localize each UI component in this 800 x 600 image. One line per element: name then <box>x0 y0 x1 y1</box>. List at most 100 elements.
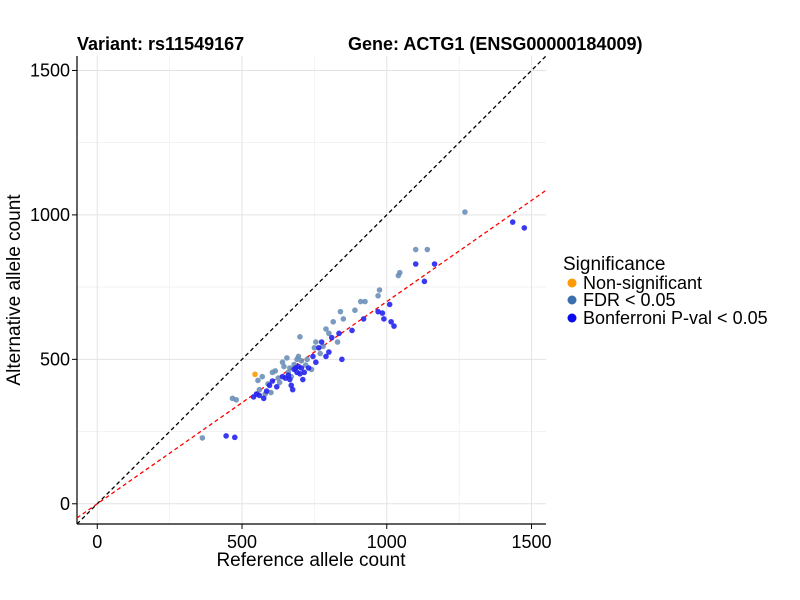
data-point <box>330 318 337 325</box>
data-points <box>199 209 528 441</box>
data-point <box>424 246 431 253</box>
data-point <box>317 350 323 357</box>
data-point <box>311 344 318 351</box>
grid <box>77 56 546 524</box>
data-point <box>357 298 364 305</box>
data-point <box>421 278 428 285</box>
data-point <box>266 382 273 389</box>
data-point <box>256 392 263 399</box>
y-tick-label: 500 <box>40 349 70 369</box>
data-point <box>362 298 368 305</box>
x-axis-label: Reference allele count <box>216 550 406 571</box>
data-point <box>328 334 335 341</box>
data-point <box>313 339 319 345</box>
data-point <box>223 433 229 439</box>
data-point <box>315 344 322 351</box>
data-point <box>340 316 347 322</box>
data-point <box>231 434 238 441</box>
legend-label-bonferroni: Bonferroni P-val < 0.05 <box>583 308 768 328</box>
data-point <box>305 365 312 371</box>
data-point <box>286 365 293 371</box>
data-point <box>260 395 267 402</box>
data-point <box>285 372 292 379</box>
data-point <box>304 356 310 363</box>
data-point <box>279 359 286 366</box>
data-point <box>275 375 282 381</box>
data-point <box>313 359 319 366</box>
y-tick-label: 0 <box>60 494 70 514</box>
data-point <box>521 225 528 231</box>
data-point <box>323 353 329 360</box>
data-point <box>336 330 342 337</box>
data-point <box>352 307 358 314</box>
data-point <box>337 308 344 315</box>
data-point <box>412 261 419 267</box>
y-tick-label: 1500 <box>30 60 70 80</box>
legend-title: Significance <box>563 254 665 275</box>
y-axis-label: Alternative allele count <box>4 194 25 386</box>
data-point <box>269 378 276 384</box>
data-point <box>379 310 386 316</box>
data-point <box>386 301 393 308</box>
data-point <box>286 376 293 383</box>
reference-line-fit <box>76 189 547 519</box>
data-point <box>259 373 266 380</box>
legend-swatch-bonferroni <box>567 313 577 323</box>
data-point <box>334 339 341 345</box>
data-point <box>272 368 279 374</box>
data-point <box>256 386 263 393</box>
data-point <box>295 353 302 360</box>
data-point <box>375 292 381 299</box>
data-point <box>288 382 295 389</box>
legend-swatch-non-significant <box>567 278 577 288</box>
variant-title: Variant: rs11549167 <box>77 34 244 54</box>
legend: Significance Non-significant FDR < 0.05 … <box>563 254 768 328</box>
data-point <box>273 383 280 390</box>
data-point <box>462 209 468 215</box>
data-point <box>396 269 403 276</box>
data-point <box>263 388 270 394</box>
data-point <box>320 343 326 350</box>
data-point <box>298 365 305 371</box>
legend-label-fdr: FDR < 0.05 <box>583 290 676 310</box>
x-tick-label: 0 <box>92 532 102 552</box>
data-point <box>339 356 345 363</box>
data-point <box>284 355 290 361</box>
data-point <box>199 435 206 441</box>
data-point <box>391 323 397 329</box>
data-point <box>268 389 274 396</box>
data-point <box>326 330 332 337</box>
data-point <box>318 339 325 345</box>
data-point <box>381 316 387 322</box>
data-point <box>301 369 308 376</box>
data-point <box>298 357 305 364</box>
data-point <box>412 246 419 253</box>
data-point <box>297 334 303 340</box>
data-point <box>431 261 438 267</box>
reference-lines <box>76 55 547 525</box>
data-point <box>509 219 516 225</box>
data-point <box>360 316 367 322</box>
reference-line-identity <box>76 55 547 525</box>
data-point <box>297 370 303 377</box>
legend-label-non-significant: Non-significant <box>583 273 702 293</box>
data-point <box>376 287 383 293</box>
axes: 0 500 1000 1500 0 500 1000 1500 <box>30 56 552 552</box>
x-tick-label: 1000 <box>367 532 407 552</box>
legend-swatch-fdr <box>567 295 577 305</box>
data-point <box>233 396 240 403</box>
data-point <box>289 386 296 393</box>
data-point <box>349 327 355 334</box>
data-point <box>300 376 306 383</box>
data-point <box>388 318 394 325</box>
data-point <box>326 349 332 355</box>
data-point <box>310 353 316 360</box>
data-point <box>276 379 283 386</box>
data-point <box>375 308 381 315</box>
data-point <box>281 363 287 370</box>
gene-title: Gene: ACTG1 (ENSG00000184009) <box>348 34 642 54</box>
x-tick-label: 1500 <box>512 532 552 552</box>
data-point <box>323 326 329 332</box>
data-point <box>252 371 258 378</box>
